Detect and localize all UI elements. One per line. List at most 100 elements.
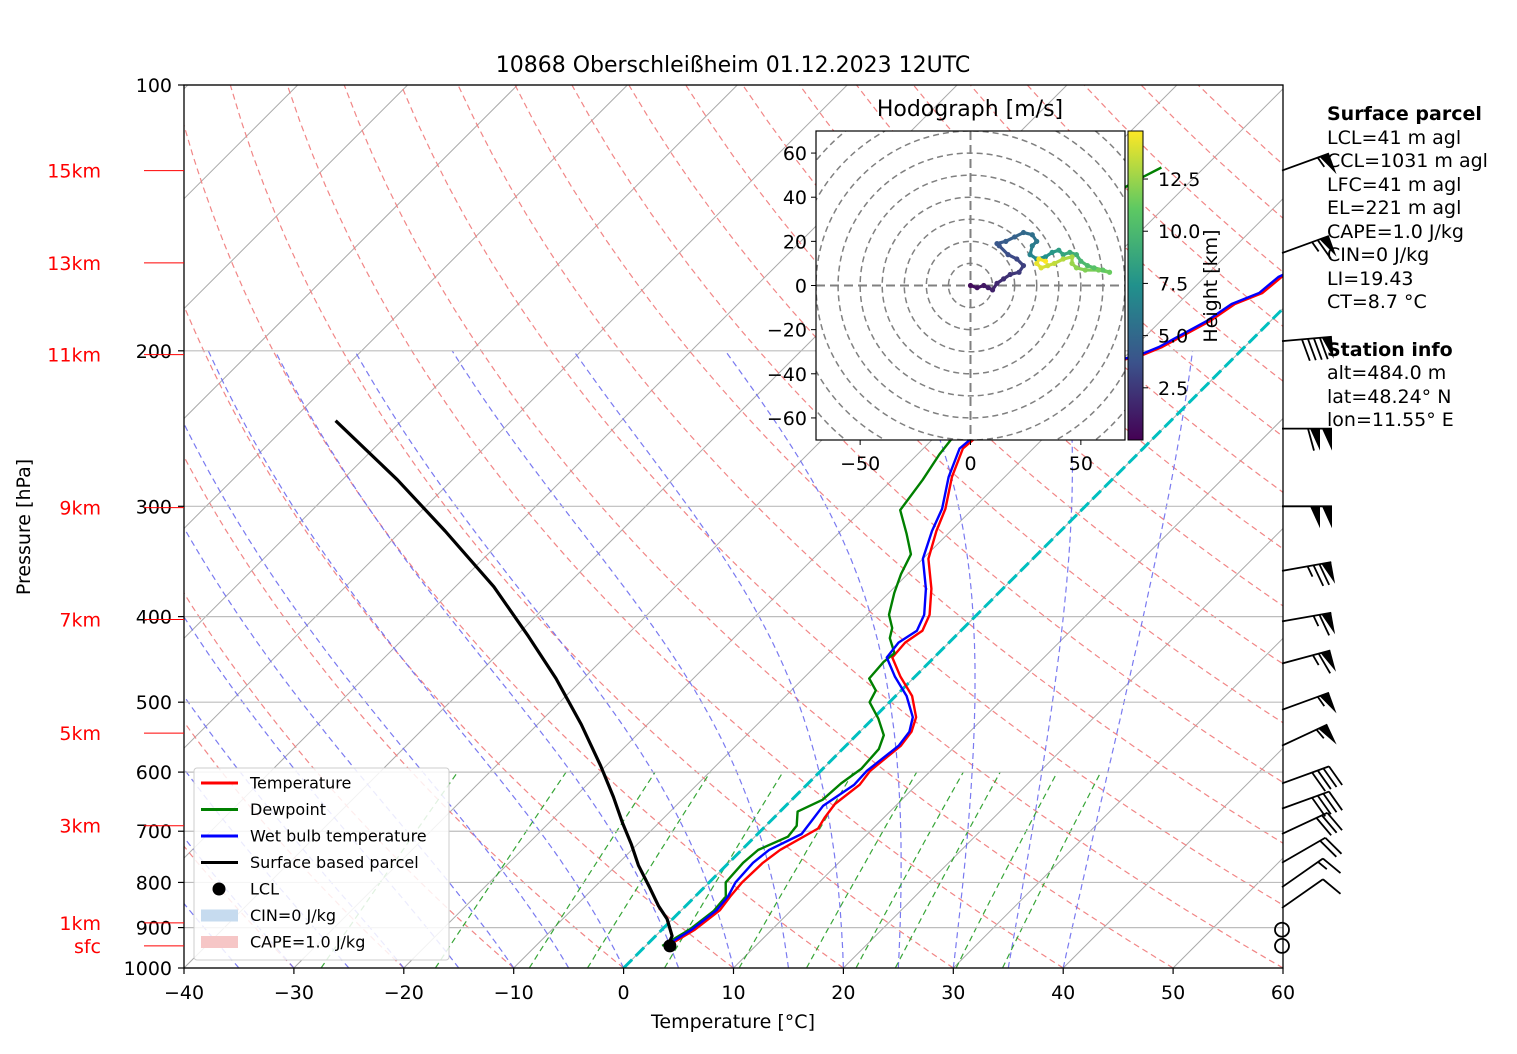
el-value: EL=221 m agl bbox=[1327, 197, 1462, 219]
hodograph-point bbox=[981, 282, 987, 289]
surface-parcel-header: Surface parcel bbox=[1327, 103, 1482, 125]
wind-barb-pennant bbox=[1321, 562, 1336, 584]
legend-label: Dewpoint bbox=[250, 800, 326, 819]
isotherm-line bbox=[513, 197, 1283, 968]
moist-adiabat-line bbox=[573, 350, 844, 968]
y-tick-label: 200 bbox=[136, 341, 172, 363]
y-tick-label: 1000 bbox=[124, 958, 172, 980]
y-tick-label: 700 bbox=[136, 821, 172, 843]
x-axis-label: Temperature [°C] bbox=[650, 1011, 815, 1033]
height-label: 3km bbox=[59, 816, 101, 838]
hodograph-point bbox=[1073, 265, 1080, 271]
hodograph-point bbox=[1069, 260, 1075, 267]
x-tick-label: 40 bbox=[1051, 982, 1075, 1004]
hodograph-point bbox=[1029, 232, 1035, 238]
legend-patch-swatch bbox=[201, 936, 238, 948]
mixing-ratio-line bbox=[955, 771, 1058, 968]
hodograph-point bbox=[967, 282, 974, 289]
hodograph-point bbox=[974, 285, 980, 291]
wind-barb-full bbox=[1307, 428, 1315, 451]
y-tick-label: 600 bbox=[136, 762, 172, 784]
x-tick-label: 50 bbox=[1161, 982, 1185, 1004]
hodograph-y-tick-label: 0 bbox=[795, 276, 807, 298]
panel-spacer bbox=[1327, 315, 1488, 339]
station-info-header: Station info bbox=[1327, 338, 1453, 361]
wind-barb-full bbox=[1301, 339, 1311, 362]
wind-barb-pennant bbox=[1319, 692, 1337, 714]
moist-adiabat-line bbox=[724, 350, 902, 968]
wind-barb-pennant bbox=[1322, 506, 1332, 529]
zero-degree-isotherm bbox=[622, 306, 1283, 968]
dry-adiabat-line bbox=[514, 85, 1283, 844]
wind-barb-pennant bbox=[1321, 612, 1336, 635]
hodograph-point bbox=[1060, 252, 1066, 258]
colorbar-tick-label: 12.5 bbox=[1158, 169, 1200, 191]
mixing-ratio-line bbox=[528, 771, 656, 968]
wind-barb-full bbox=[1319, 337, 1329, 360]
lcl-marker-group bbox=[663, 939, 677, 953]
wind-barb-full bbox=[1316, 795, 1332, 815]
wind-barb-pennant bbox=[1319, 153, 1337, 175]
wind-barb-full bbox=[1324, 837, 1343, 855]
li-value: LI=19.43 bbox=[1327, 267, 1414, 290]
hodograph-title: Hodograph [m/s] bbox=[877, 97, 1063, 122]
y-tick-label: 500 bbox=[136, 692, 172, 714]
mixing-ratio-line bbox=[586, 771, 711, 968]
isotherm-line bbox=[1062, 747, 1283, 968]
wind-barb-staff bbox=[1281, 235, 1330, 254]
ct-value: CT=8.7 °C bbox=[1327, 291, 1427, 313]
wind-barb-staff bbox=[1281, 857, 1324, 888]
dry-adiabat-line bbox=[457, 85, 1283, 906]
legend-box bbox=[193, 767, 450, 961]
hodograph-point bbox=[1082, 267, 1088, 273]
hodograph-point bbox=[1016, 269, 1022, 275]
colorbar bbox=[1127, 130, 1144, 441]
lat-value: lat=48.24° N bbox=[1327, 385, 1452, 408]
dry-adiabat-line bbox=[184, 455, 624, 968]
wind-barb-staff bbox=[1281, 790, 1330, 810]
wind-barb-staff bbox=[1281, 765, 1330, 785]
hodograph-point bbox=[1003, 238, 1009, 244]
wind-barb-full bbox=[1317, 653, 1331, 674]
wind-barb-full bbox=[1322, 793, 1338, 813]
hodograph-point bbox=[1005, 252, 1011, 258]
hodograph-point bbox=[1067, 249, 1073, 255]
hodograph-point bbox=[994, 280, 1000, 286]
moist-adiabat-line bbox=[1007, 350, 1074, 968]
legend-label: LCL bbox=[250, 880, 279, 899]
colorbar-label: Height [km] bbox=[1200, 229, 1222, 342]
wind-barb-staff bbox=[1281, 152, 1330, 172]
wind-barb-full bbox=[1307, 338, 1317, 361]
hodograph-point bbox=[1069, 254, 1075, 260]
height-label: 11km bbox=[47, 345, 101, 367]
wind-barb-full bbox=[1328, 765, 1343, 786]
hodograph-y-tick-label: 20 bbox=[783, 231, 807, 253]
isotherm-line bbox=[184, 85, 628, 530]
hodograph-point bbox=[1073, 252, 1080, 258]
hodograph-x-tick-label: 0 bbox=[964, 453, 976, 475]
hodograph-ring bbox=[859, 174, 1082, 397]
chart-title: 10868 Oberschleißheim 01.12.2023 12UTC bbox=[496, 53, 971, 78]
wind-barbs bbox=[1274, 152, 1343, 954]
hodograph-point bbox=[985, 285, 991, 291]
mixing-ratio-line bbox=[663, 771, 784, 968]
moist-adiabat-line bbox=[184, 902, 240, 968]
hodograph-point bbox=[1020, 229, 1027, 236]
hodograph-point bbox=[1027, 252, 1033, 258]
height-label: 15km bbox=[47, 161, 101, 183]
hodograph-x-tick-label: −50 bbox=[840, 453, 880, 475]
wind-barb-full bbox=[1326, 812, 1343, 831]
colorbar-tick-label: 5.0 bbox=[1158, 326, 1188, 348]
wind-barb-full bbox=[1313, 338, 1323, 361]
y-tick-label: 800 bbox=[136, 872, 172, 894]
hodograph-point bbox=[1042, 254, 1049, 260]
colorbar-tick-label: 2.5 bbox=[1158, 378, 1188, 400]
x-tick-label: 0 bbox=[618, 982, 630, 1004]
lcl-marker bbox=[663, 939, 677, 953]
wind-barb-staff bbox=[1281, 561, 1332, 572]
wind-barb-pennant bbox=[1320, 650, 1336, 672]
calm-wind-circle bbox=[1274, 921, 1290, 938]
dry-adiabat-line bbox=[184, 304, 734, 968]
wind-barb-pennant bbox=[1321, 336, 1334, 359]
